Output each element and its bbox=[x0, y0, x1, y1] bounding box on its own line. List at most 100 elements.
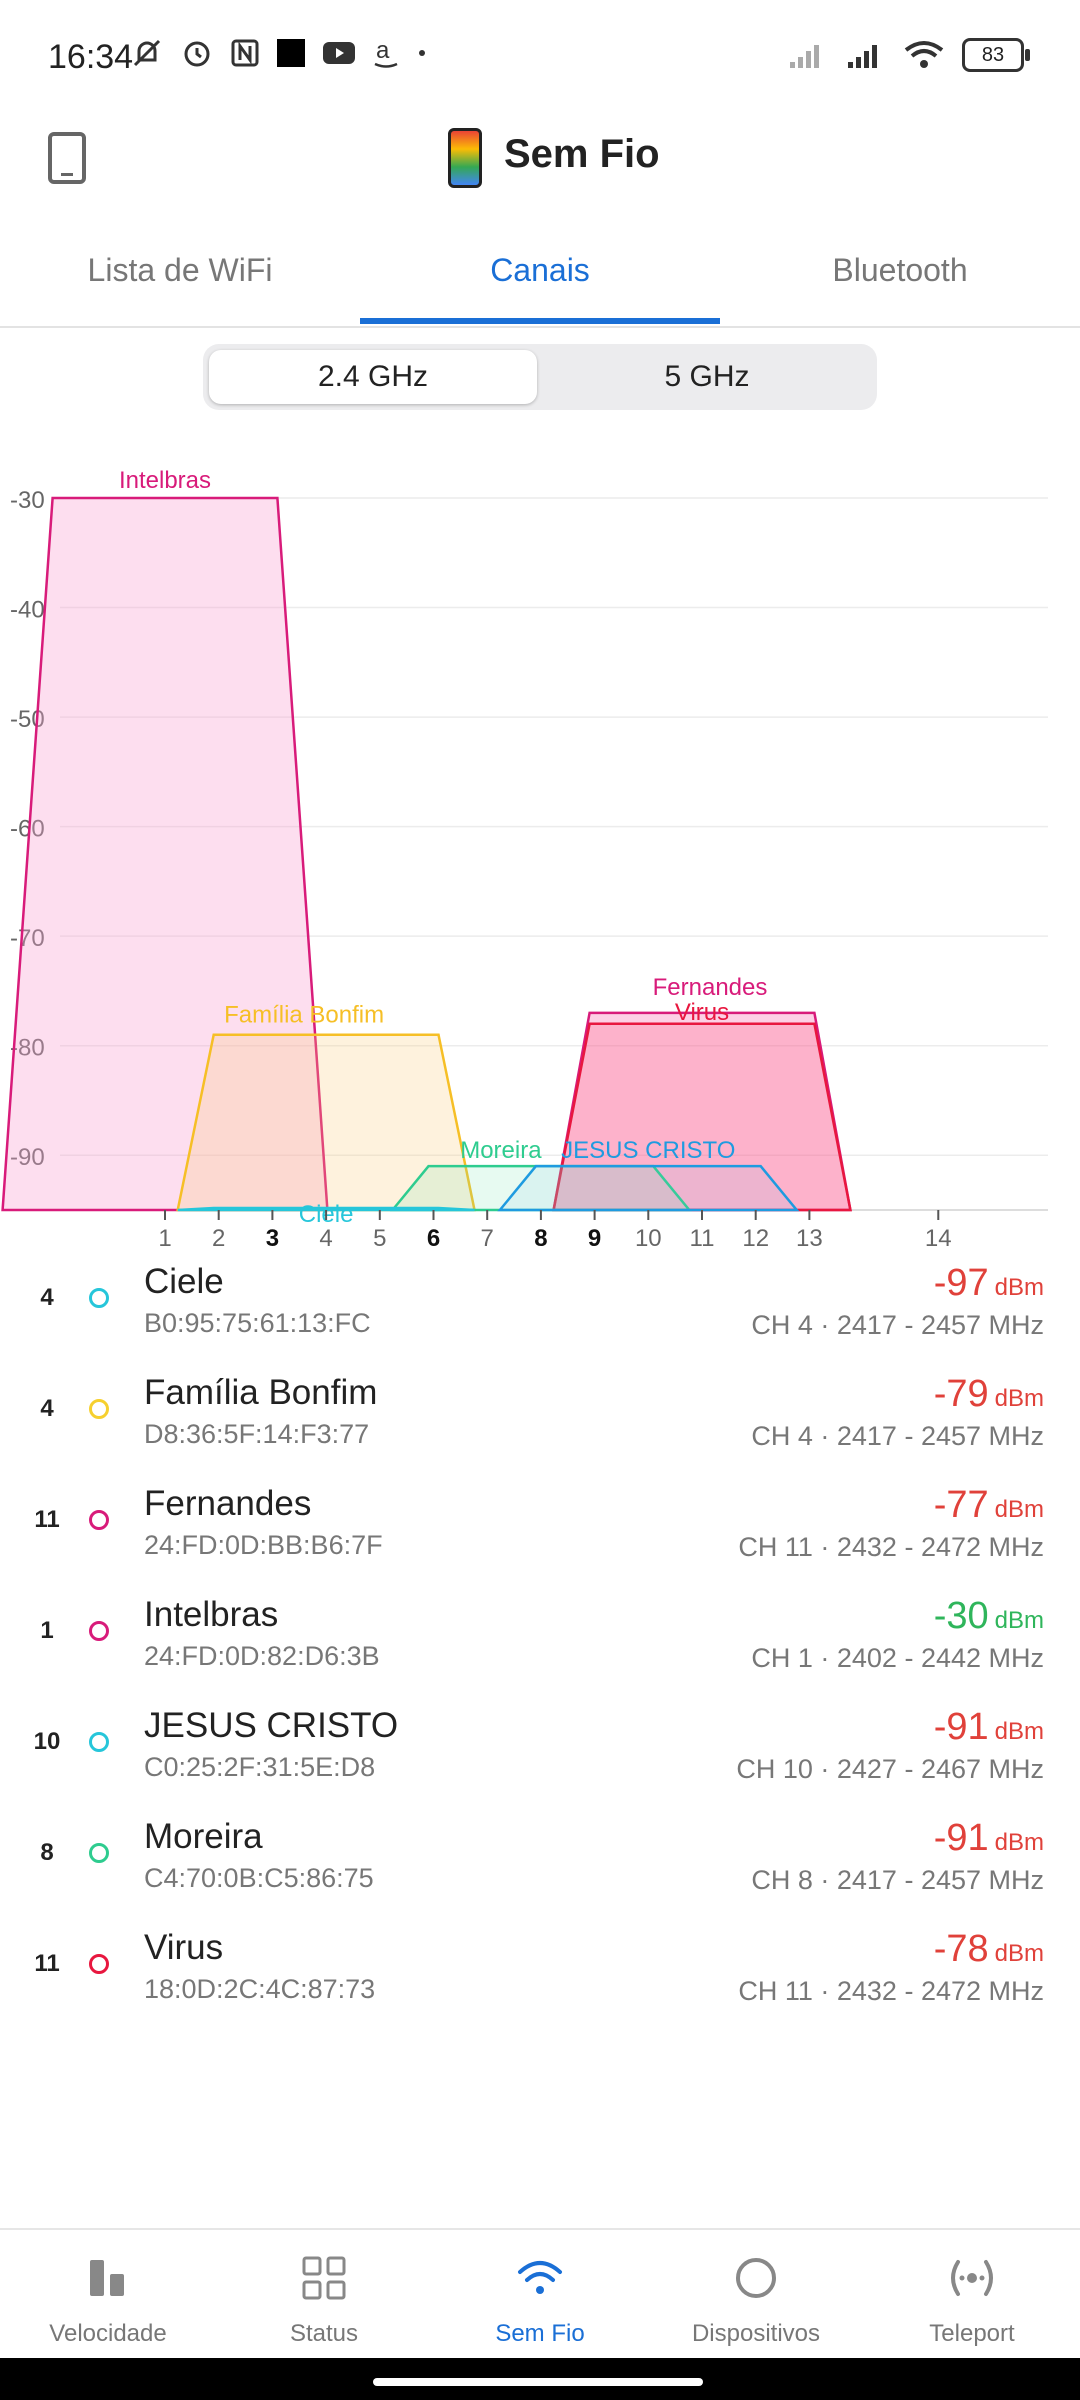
network-name: Fernandes bbox=[144, 1484, 312, 1523]
bar-chart-icon bbox=[90, 2260, 124, 2296]
network-mac: D8:36:5F:14:F3:77 bbox=[144, 1419, 370, 1449]
status-time: 16:34 bbox=[48, 38, 134, 76]
wifi-status-icon bbox=[904, 41, 944, 68]
network-name: Intelbras bbox=[144, 1595, 279, 1634]
network-channel-info: CH 8 · 2417 - 2457 MHz bbox=[751, 1865, 1044, 1895]
amazon-icon: a bbox=[374, 37, 398, 68]
network-signal: -79 dBm bbox=[934, 1373, 1044, 1416]
y-tick-label: -30 bbox=[10, 487, 45, 514]
network-signal: -97 dBm bbox=[934, 1262, 1044, 1305]
x-tick-label: 8 bbox=[534, 1225, 547, 1252]
network-channel: 4 bbox=[40, 1284, 54, 1311]
network-channel: 10 bbox=[33, 1728, 61, 1755]
nav-label: Dispositivos bbox=[691, 2320, 821, 2347]
series-label: JESUS CRISTO bbox=[561, 1137, 735, 1164]
circle-icon bbox=[736, 2258, 776, 2298]
series-label: Família Bonfim bbox=[224, 1002, 384, 1029]
network-channel: 4 bbox=[40, 1395, 54, 1422]
network-name: Ciele bbox=[144, 1262, 224, 1301]
nfc-icon bbox=[231, 39, 259, 67]
network-signal: -91 dBm bbox=[934, 1817, 1044, 1860]
grid-icon bbox=[302, 2256, 346, 2300]
network-channel-info: CH 4 · 2417 - 2457 MHz bbox=[751, 1310, 1044, 1340]
network-channel-info: CH 1 · 2402 - 2442 MHz bbox=[751, 1643, 1044, 1673]
signal-value: -30 bbox=[933, 1595, 989, 1637]
series-label: Virus bbox=[675, 999, 729, 1026]
signal-unit: dBm bbox=[994, 1385, 1044, 1412]
x-tick-label: 13 bbox=[796, 1225, 823, 1252]
app-bar: Sem Fio bbox=[0, 110, 1080, 230]
band-selector: 2.4 GHz 5 GHz bbox=[203, 344, 877, 410]
network-row[interactable]: 11 Virus 18:0D:2C:4C:87:73 -78 dBm CH 11 · 24… bbox=[0, 1926, 1080, 2037]
network-mac: 18:0D:2C:4C:87:73 bbox=[144, 1974, 376, 2004]
dot-icon bbox=[419, 50, 425, 56]
network-color-dot-icon bbox=[89, 1621, 109, 1641]
home-indicator[interactable] bbox=[373, 2378, 703, 2386]
network-channel-info: CH 4 · 2417 - 2457 MHz bbox=[751, 1421, 1044, 1451]
network-channel-info: CH 10 · 2427 - 2467 MHz bbox=[736, 1754, 1044, 1784]
band-2-4ghz-button[interactable]: 2.4 GHz bbox=[209, 350, 537, 404]
channel-chart: -30-40-50-60-70-80-90IntelbrasFamília Bo… bbox=[1, 467, 1048, 1252]
signal-unit: dBm bbox=[994, 1607, 1044, 1634]
nav-label: Status bbox=[289, 2320, 359, 2347]
network-channel: 11 bbox=[34, 1506, 60, 1533]
system-navigation-bar bbox=[0, 2358, 1080, 2400]
signal-value: -77 bbox=[933, 1484, 989, 1526]
status-notification-icons: a bbox=[130, 36, 428, 70]
band-5ghz-button[interactable]: 5 GHz bbox=[664, 360, 750, 393]
network-name: Família Bonfim bbox=[144, 1373, 378, 1412]
network-channel: 11 bbox=[34, 1950, 60, 1977]
x-tick-label: 12 bbox=[742, 1225, 769, 1252]
signal-value: -91 bbox=[933, 1706, 989, 1748]
network-row[interactable]: 1 Intelbras 24:FD:0D:82:D6:3B -30 dBm CH 1 · … bbox=[0, 1593, 1080, 1704]
signal-value: -91 bbox=[933, 1817, 989, 1859]
youtube-icon bbox=[323, 42, 355, 64]
network-color-dot-icon bbox=[89, 1288, 109, 1308]
bottom-navigation: Velocidade Status Sem Fio Dispositivos T… bbox=[0, 2228, 1080, 2360]
tab-lista-de-wifi[interactable]: Lista de WiFi bbox=[87, 252, 273, 288]
network-row[interactable]: 4 Ciele B0:95:75:61:13:FC -97 dBm CH 4 · 2417… bbox=[0, 1260, 1080, 1371]
network-row[interactable]: 8 Moreira C4:70:0B:C5:86:75 -91 dBm CH 8 · 24… bbox=[0, 1815, 1080, 1926]
network-row[interactable]: 10 JESUS CRISTO C0:25:2F:31:5E:D8 -91 dBm CH … bbox=[0, 1704, 1080, 1815]
nav-teleport[interactable]: Teleport bbox=[864, 2230, 1080, 2360]
network-mac: 24:FD:0D:BB:B6:7F bbox=[144, 1530, 383, 1560]
x-tick-label: 4 bbox=[319, 1225, 332, 1252]
network-color-dot-icon bbox=[89, 1843, 109, 1863]
nav-status[interactable]: Status bbox=[216, 2230, 432, 2360]
series-area-ciele bbox=[177, 1206, 475, 1212]
signal-value: -78 bbox=[933, 1928, 989, 1970]
signal-unit: dBm bbox=[994, 1829, 1044, 1856]
signal-unit: dBm bbox=[994, 1274, 1044, 1301]
nav-dispositivos[interactable]: Dispositivos bbox=[648, 2230, 864, 2360]
y-tick-label: -60 bbox=[10, 816, 45, 843]
y-tick-label: -40 bbox=[10, 597, 45, 624]
tab-canais[interactable]: Canais bbox=[490, 252, 590, 288]
page-title: Sem Fio bbox=[504, 132, 660, 176]
tab-bluetooth[interactable]: Bluetooth bbox=[832, 252, 968, 288]
network-row[interactable]: 11 Fernandes 24:FD:0D:BB:B6:7F -77 dBm CH 11 … bbox=[0, 1482, 1080, 1593]
nav-velocidade[interactable]: Velocidade bbox=[0, 2230, 216, 2360]
tab-bar: Lista de WiFi Canais Bluetooth bbox=[0, 230, 1080, 328]
network-name: Virus bbox=[144, 1928, 224, 1967]
network-mac: 24:FD:0D:82:D6:3B bbox=[144, 1641, 380, 1671]
status-bar: 16:34 a 83 bbox=[0, 0, 1080, 110]
network-signal: -30 dBm bbox=[934, 1595, 1044, 1638]
signal-unit: dBm bbox=[994, 1718, 1044, 1745]
teleport-icon bbox=[951, 2260, 993, 2296]
nav-sem-fio[interactable]: Sem Fio bbox=[432, 2230, 648, 2360]
nav-label: Teleport bbox=[929, 2320, 1015, 2347]
app-logo-icon bbox=[448, 128, 482, 188]
network-row[interactable]: 4 Família Bonfim D8:36:5F:14:F3:77 -79 dBm CH… bbox=[0, 1371, 1080, 1482]
x-tick-label: 7 bbox=[481, 1225, 494, 1252]
status-system-icons: 83 bbox=[788, 38, 1030, 72]
y-tick-label: -90 bbox=[10, 1144, 45, 1171]
series-label: Intelbras bbox=[119, 467, 211, 494]
network-color-dot-icon bbox=[89, 1510, 109, 1530]
y-tick-label: -70 bbox=[10, 925, 45, 952]
nav-label: Velocidade bbox=[49, 2320, 167, 2347]
bell-off-icon bbox=[133, 39, 161, 67]
network-channel-info: CH 11 · 2432 - 2472 MHz bbox=[738, 1532, 1044, 1562]
phone-icon[interactable] bbox=[48, 132, 86, 184]
x-tick-label: 3 bbox=[266, 1225, 279, 1252]
signal-unit: dBm bbox=[994, 1940, 1044, 1967]
